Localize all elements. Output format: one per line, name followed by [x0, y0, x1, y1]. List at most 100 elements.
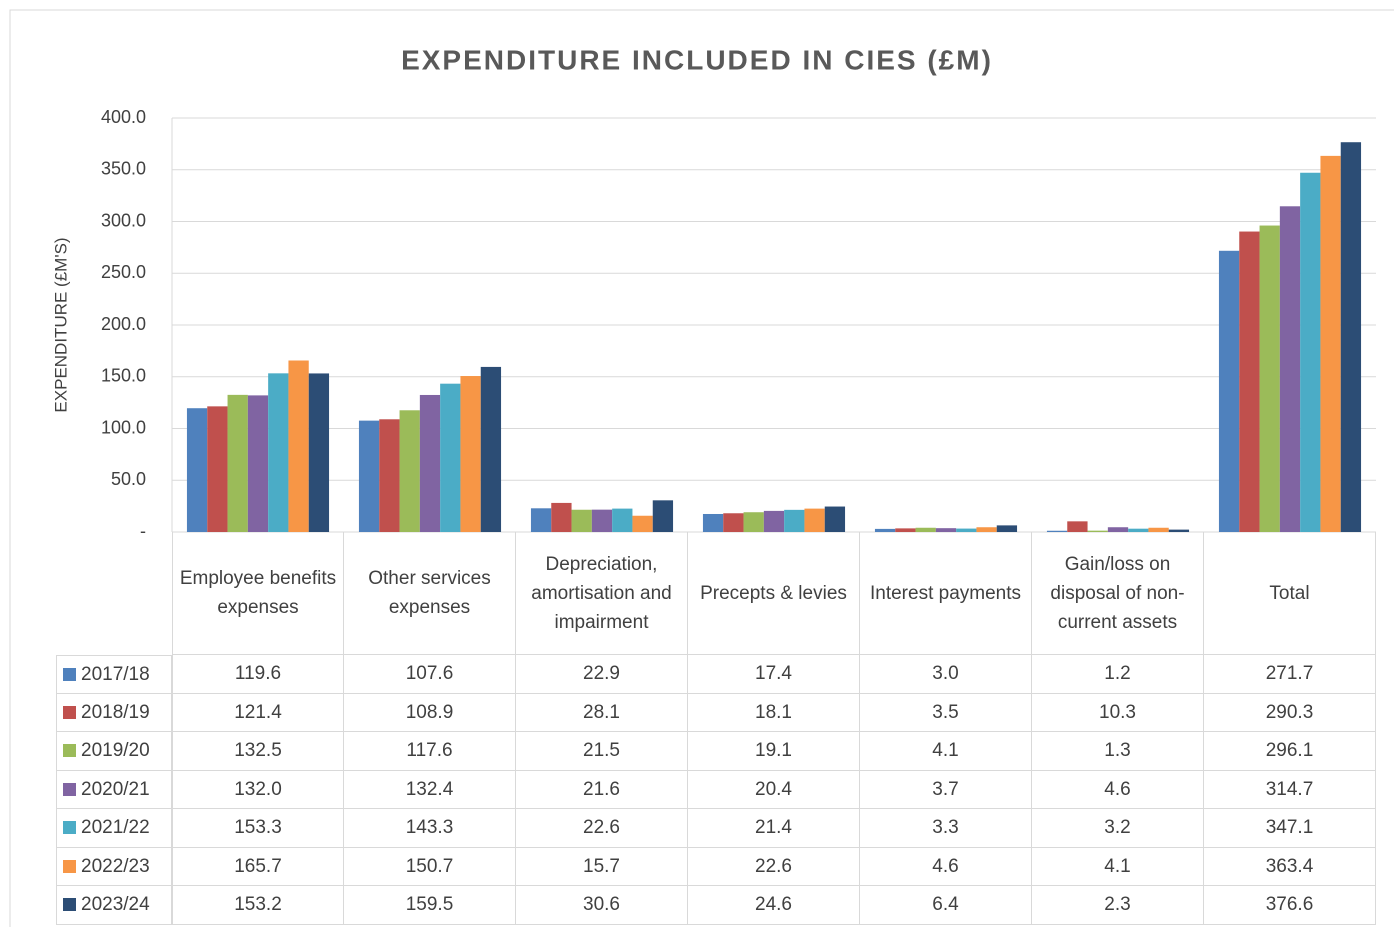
bar — [1320, 155, 1341, 533]
table-value: 153.3 — [172, 809, 344, 848]
y-tick-label: 250.0 — [101, 262, 146, 282]
bar — [358, 420, 380, 532]
bar — [743, 512, 764, 532]
cell-text: Employee benefits expenses — [179, 568, 337, 618]
cell-text: Precepts & levies — [700, 582, 847, 604]
cell-text: 28.1 — [583, 701, 620, 723]
cell-text: 132.0 — [234, 778, 282, 800]
bar — [186, 408, 208, 532]
table-value: 4.6 — [860, 847, 1032, 886]
bar — [1218, 250, 1240, 532]
bar — [480, 366, 502, 532]
table-value: 4.1 — [1032, 847, 1204, 886]
cell-text: 2.3 — [1104, 894, 1131, 916]
table-value: 296.1 — [1204, 732, 1376, 771]
cell-text: 165.7 — [234, 855, 282, 877]
table-value: 22.6 — [516, 809, 688, 848]
y-tick-label: 400.0 — [101, 107, 146, 127]
bar — [723, 513, 744, 532]
y-tick-label: 200.0 — [101, 314, 146, 334]
bar — [1107, 527, 1129, 532]
bar — [702, 513, 724, 532]
chart-border — [9, 9, 1394, 927]
bar — [207, 406, 228, 532]
cell-text: 119.6 — [234, 663, 282, 685]
cell-text: 363.4 — [1265, 855, 1314, 877]
bar — [227, 394, 248, 532]
table-value: 17.4 — [688, 655, 860, 694]
cell-text: 376.6 — [1265, 894, 1314, 916]
table-value: 22.9 — [516, 655, 688, 694]
bar — [1128, 528, 1149, 532]
legend-cell: 2020/21 — [56, 770, 172, 809]
bar — [1300, 172, 1321, 532]
table-value: 290.3 — [1204, 693, 1376, 732]
table-value: 19.1 — [688, 732, 860, 771]
legend-key — [63, 782, 76, 796]
legend-label: 2017/18 — [81, 663, 150, 685]
bar — [652, 500, 674, 532]
table-value: 117.6 — [344, 732, 516, 771]
legend-cell: 2021/22 — [56, 809, 172, 848]
table-value: 1.3 — [1032, 732, 1204, 771]
bar — [612, 508, 633, 532]
cell-text: 21.4 — [755, 817, 792, 839]
category-header: Total — [1204, 532, 1376, 655]
cell-text: 22.6 — [583, 817, 620, 839]
bar — [956, 528, 977, 532]
cell-text: Total — [1269, 582, 1310, 604]
bar — [530, 508, 552, 532]
table-value: 150.7 — [344, 847, 516, 886]
cell-text: 121.4 — [234, 701, 282, 723]
cell-text: 3.3 — [932, 817, 959, 839]
table-value: 314.7 — [1204, 770, 1376, 809]
cell-text: 21.5 — [583, 740, 620, 762]
legend-cell: 2018/19 — [56, 693, 172, 732]
table-value: 3.5 — [860, 693, 1032, 732]
category-header: Interest payments — [860, 532, 1032, 655]
bar — [419, 394, 441, 532]
y-tick-label: 300.0 — [101, 210, 146, 230]
cell-text: 30.6 — [583, 894, 620, 916]
table-value: 347.1 — [1204, 809, 1376, 848]
table-value: 1.2 — [1032, 655, 1204, 694]
cell-text: 4.1 — [1104, 855, 1131, 877]
cell-text: 296.1 — [1265, 740, 1314, 762]
table-value: 20.4 — [688, 770, 860, 809]
bar — [571, 509, 592, 532]
cell-text: 153.2 — [234, 894, 282, 916]
category-header: Employee benefits expenses — [172, 532, 344, 655]
bar — [551, 502, 572, 532]
legend-label: 2022/23 — [81, 855, 150, 877]
legend-key — [63, 667, 76, 681]
table-value: 10.3 — [1032, 693, 1204, 732]
cell-text: 19.1 — [755, 740, 792, 762]
cell-text: 117.6 — [406, 740, 453, 762]
cell-text: Depreciation, amortisation and impairmen… — [531, 553, 672, 633]
table-value: 132.4 — [344, 770, 516, 809]
table-value: 15.7 — [516, 847, 688, 886]
legend-label: 2021/22 — [81, 817, 150, 839]
category-header: Gain/loss on disposal of non-current ass… — [1032, 532, 1204, 655]
legend-key — [63, 821, 76, 835]
legend-label: 2020/21 — [81, 778, 150, 800]
table-value: 107.6 — [344, 655, 516, 694]
bar — [824, 506, 846, 532]
bar — [1087, 530, 1108, 532]
table-value: 119.6 — [172, 655, 344, 694]
cell-text: 6.4 — [932, 894, 959, 916]
cell-text: Interest payments — [869, 582, 1022, 604]
cell-text: 1.3 — [1104, 740, 1131, 762]
legend-cell: 2019/20 — [56, 732, 172, 771]
bar — [308, 373, 330, 532]
cell-text: 159.5 — [405, 894, 454, 916]
cell-text: 1.2 — [1104, 663, 1131, 685]
bar — [288, 360, 309, 532]
y-tick-label: 50.0 — [111, 469, 146, 489]
table-value: 2.3 — [1032, 886, 1204, 925]
cell-text: Gain/loss on disposal of non-current ass… — [1050, 553, 1185, 633]
cell-text: 143.3 — [405, 817, 454, 839]
bar — [1239, 231, 1260, 533]
